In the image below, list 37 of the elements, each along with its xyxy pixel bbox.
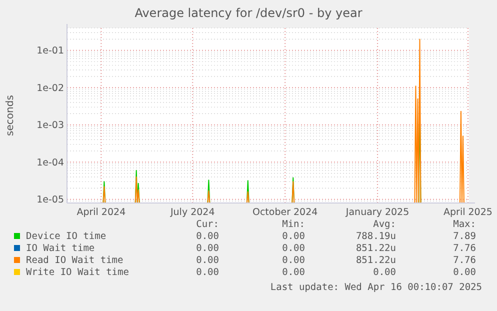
- legend-label: IO Wait time: [26, 243, 95, 254]
- text: Max:: [453, 219, 476, 230]
- text: Last update: Wed Apr 16 00:10:07 2025: [270, 282, 482, 293]
- legend-label: Read IO Wait time: [26, 255, 124, 266]
- text: 0.00: [282, 231, 306, 242]
- y-tick-label: 1e-02: [36, 82, 64, 94]
- text: 0.00: [196, 243, 220, 254]
- text: 7.89: [453, 231, 476, 242]
- text: 0.00: [282, 255, 306, 266]
- text: 0.00: [282, 243, 306, 254]
- text: 788.19u: [356, 231, 396, 242]
- text: 851.22u: [356, 255, 396, 266]
- y-tick-label: 1e-04: [36, 157, 64, 168]
- chart-title: Average latency for /dev/sr0 - by year: [134, 6, 362, 20]
- x-tick-label: January 2025: [344, 207, 410, 218]
- y-tick-label: 1e-03: [36, 120, 64, 132]
- text: 7.76: [453, 255, 476, 266]
- x-tick-label: April 2024: [76, 207, 126, 218]
- text: 851.22u: [356, 243, 396, 254]
- text: 0.00: [196, 231, 220, 242]
- text: 0.00: [373, 267, 396, 278]
- y-tick-label: 1e-01: [36, 46, 64, 57]
- text: 0.00: [282, 267, 306, 278]
- y-tick-label: 1e-05: [36, 194, 64, 206]
- x-tick-label: April 2025: [444, 207, 492, 218]
- y-axis-title: seconds: [5, 95, 16, 136]
- text: Avg:: [373, 219, 396, 230]
- x-tick-label: October 2024: [252, 207, 318, 218]
- text: 7.76: [453, 243, 476, 254]
- text: 0.00: [196, 267, 220, 278]
- text: 0.00: [196, 255, 220, 266]
- text: 0.00: [453, 267, 476, 278]
- x-tick-label: July 2024: [169, 207, 215, 218]
- text: Min:: [282, 219, 305, 230]
- legend-label: Write IO Wait time: [26, 267, 130, 278]
- text: Cur:: [196, 219, 219, 230]
- legend-label: Device IO time: [26, 231, 106, 242]
